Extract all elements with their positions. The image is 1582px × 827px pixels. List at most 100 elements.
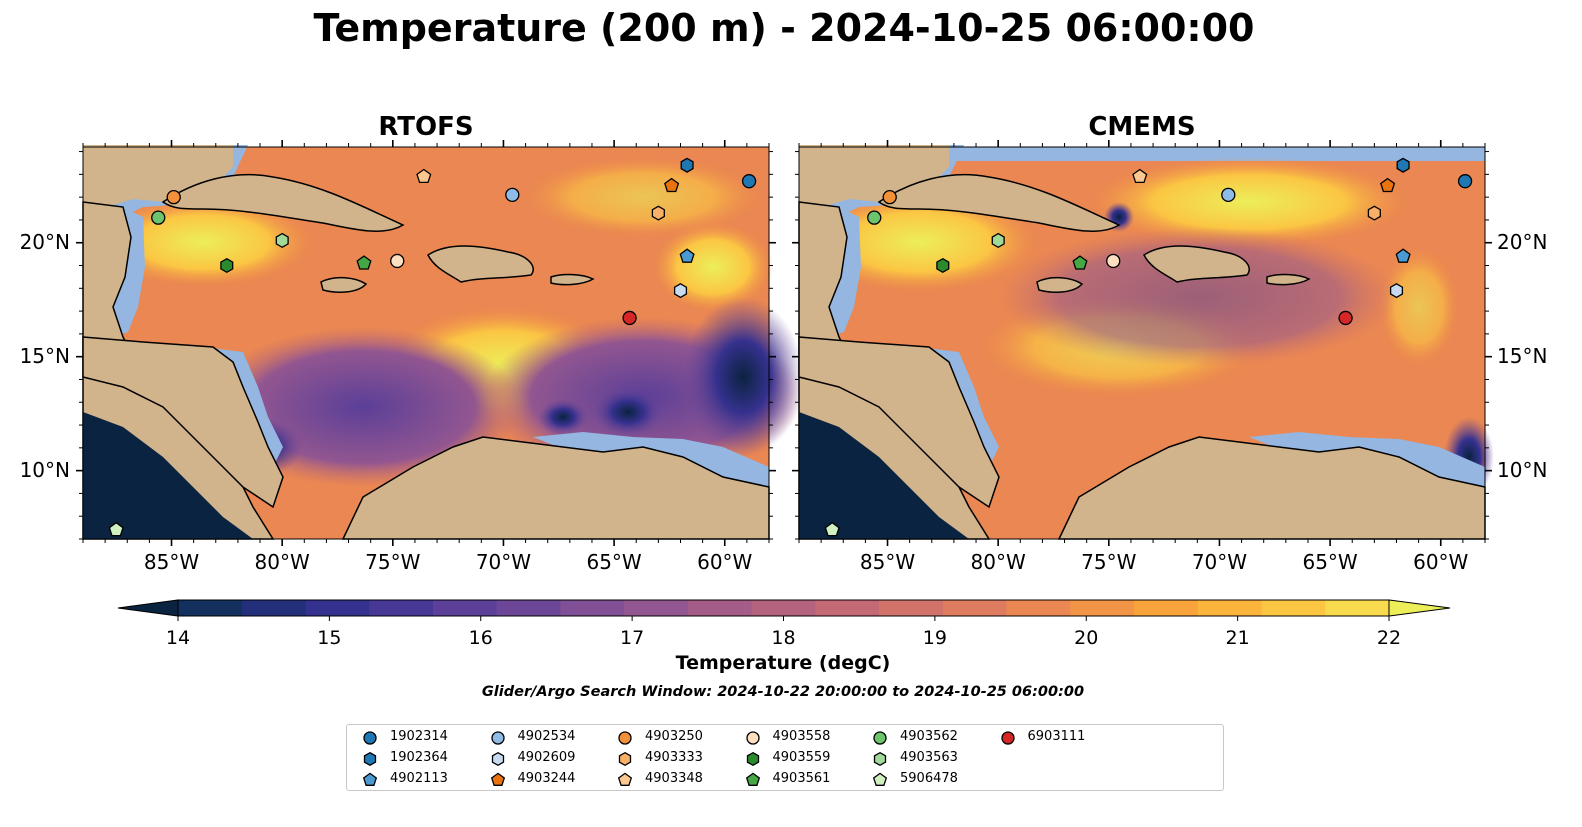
colorbar-band (624, 600, 689, 616)
float-marker-6903111-rtofs (622, 310, 637, 326)
colorbar-band (241, 600, 306, 616)
legend-marker-hexagon-icon (746, 751, 759, 767)
lon-tick-label: 65°W (586, 550, 642, 574)
legend-marker-hexagon-icon (363, 751, 377, 767)
float-marker-4903561-rtofs (356, 255, 372, 270)
colorbar-band (751, 600, 816, 616)
float-marker-5906478-cmems (824, 521, 840, 537)
legend-label: 5906478 (900, 771, 958, 786)
colorbar-extend-high (1388, 599, 1451, 617)
lat-tick-label-right: 10°N (1497, 457, 1548, 482)
legend-label: 4902534 (517, 729, 576, 744)
colorbar-tick-label: 16 (469, 627, 493, 649)
colorbar-band (815, 600, 880, 616)
lon-tick-label: 75°W (1081, 550, 1137, 574)
colorbar-band (1261, 600, 1326, 616)
float-marker-6903111-cmems (1338, 310, 1353, 326)
float-marker-4903333-cmems (1367, 205, 1381, 221)
float-marker-4903561-cmems (1072, 255, 1088, 270)
colorbar-band (496, 600, 561, 616)
rtofs-map (82, 144, 803, 540)
legend-label: 4903559 (772, 750, 831, 765)
float-markers-layer (108, 157, 1473, 537)
lat-tick-label-left: 20°N (19, 229, 70, 254)
legend-marker-circle-icon (873, 731, 887, 745)
colorbar-band (1134, 600, 1199, 616)
float-marker-4903563-cmems (991, 232, 1005, 249)
float-marker-4903250-rtofs (166, 189, 181, 205)
colorbar-band (305, 600, 370, 616)
colorbar-band (178, 600, 243, 616)
panel-title-rtofs: RTOFS (378, 112, 474, 142)
colorbar: 14 15 16 17 18 19 20 21 22 (117, 599, 1451, 649)
legend-marker-pentagon-icon (362, 772, 378, 786)
colorbar-band (560, 600, 625, 616)
legend-marker-circle-icon (490, 731, 505, 745)
legend-label: 4903250 (645, 729, 703, 744)
search-window-text: Glider/Argo Search Window: 2024-10-22 20… (481, 684, 1085, 700)
float-marker-4903558-rtofs (390, 253, 405, 269)
colorbar-tick-label: 22 (1377, 627, 1401, 649)
float-marker-4902609-rtofs (673, 283, 688, 299)
colorbar-band (687, 600, 753, 616)
float-marker-4903244-cmems (1380, 177, 1396, 193)
legend-label: 4902609 (517, 750, 576, 765)
legend-label: 4903558 (772, 729, 831, 744)
float-marker-1902364-rtofs (680, 157, 694, 173)
float-marker-4903563-rtofs (275, 232, 289, 249)
legend-marker-circle-icon (1000, 731, 1015, 745)
float-marker-4903333-rtofs (651, 205, 665, 221)
lat-tick-label-left: 15°N (19, 343, 70, 368)
colorbar-label: Temperature (degC) (675, 652, 891, 674)
legend-marker-hexagon-icon (491, 751, 504, 767)
legend-label: 4903563 (900, 750, 958, 765)
legend-label: 1902314 (390, 729, 448, 744)
colorbar-band (1070, 600, 1135, 616)
legend-label: 1902364 (390, 750, 448, 765)
lat-tick-label-right: 15°N (1497, 343, 1548, 368)
colorbar-band (1006, 600, 1071, 616)
float-marker-4902113-rtofs (679, 248, 695, 263)
colorbar-tick-label: 19 (923, 627, 947, 649)
colorbar-tick-label: 14 (166, 627, 190, 649)
legend-marker-circle-icon (363, 731, 377, 745)
figure-title: Temperature (200 m) - 2024-10-25 06:00:0… (313, 6, 1255, 50)
float-marker-4903562-rtofs (151, 210, 166, 225)
map-tick-marks (76, 140, 1492, 546)
float-marker-4903348-rtofs (416, 168, 432, 184)
lon-tick-label: 70°W (475, 550, 532, 574)
float-marker-1902364-cmems (1396, 157, 1410, 173)
float-marker-4902534-cmems (1221, 187, 1236, 203)
colorbar-band (879, 600, 944, 616)
colorbar-band (1197, 600, 1263, 616)
legend-marker-pentagon-icon (745, 772, 760, 786)
lon-tick-label: 85°W (859, 550, 916, 574)
lon-tick-label: 80°W (970, 550, 1026, 574)
colorbar-tick-label: 21 (1226, 627, 1250, 649)
float-marker-4903559-cmems (936, 257, 950, 274)
legend-marker-hexagon-icon (873, 751, 887, 767)
colorbar-band (942, 600, 1008, 616)
float-marker-4903250-cmems (882, 189, 897, 205)
float-marker-4902534-rtofs (505, 187, 520, 203)
lon-tick-label: 60°W (1413, 550, 1469, 574)
colorbar-band (1325, 600, 1390, 616)
lat-tick-label-right: 20°N (1497, 229, 1548, 254)
legend-label: 6903111 (1027, 729, 1086, 744)
float-marker-4902113-cmems (1395, 248, 1411, 263)
legend-marker-pentagon-icon (490, 772, 505, 786)
lon-tick-label: 75°W (365, 550, 421, 574)
colorbar-band (369, 600, 434, 616)
colorbar-tick-label: 17 (620, 627, 644, 649)
legend-label: 4903333 (645, 750, 703, 765)
legend-label: 4902113 (390, 771, 448, 786)
float-marker-4903558-cmems (1106, 253, 1121, 269)
colorbar-tick-label: 15 (317, 627, 341, 649)
lon-tick-label: 60°W (697, 550, 753, 574)
float-marker-1902314-rtofs (741, 174, 757, 189)
cmems-map (798, 144, 1494, 540)
colorbar-tick-label: 18 (771, 627, 795, 649)
float-marker-4903348-cmems (1132, 168, 1148, 184)
colorbar-extend-low (117, 599, 179, 617)
